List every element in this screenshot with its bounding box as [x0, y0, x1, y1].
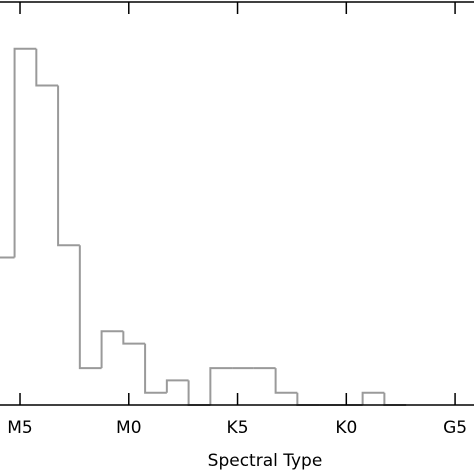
histogram-bin	[274, 368, 298, 394]
histogram-bin	[57, 85, 80, 247]
histogram-bin	[144, 343, 167, 394]
histogram-bin	[165, 379, 189, 393]
x-axis-label: Spectral Type	[208, 451, 323, 471]
histogram-bin	[100, 330, 124, 369]
histogram-bin	[0, 256, 15, 259]
histogram-bin	[361, 391, 385, 405]
x-tick-label: G5	[443, 418, 467, 438]
histogram-bin	[13, 47, 37, 258]
histogram-bin	[296, 392, 320, 406]
histogram-bin	[122, 331, 146, 345]
histogram-bin	[209, 367, 233, 405]
histogram-bin	[383, 392, 407, 406]
histogram-bin	[78, 245, 102, 370]
x-tick-label: K5	[227, 418, 249, 438]
histogram-bin	[187, 380, 211, 406]
histogram-bin	[35, 48, 59, 87]
x-tick-label: M0	[116, 418, 141, 438]
x-tick-label: M5	[7, 418, 32, 438]
x-tick-label: K0	[335, 418, 357, 438]
